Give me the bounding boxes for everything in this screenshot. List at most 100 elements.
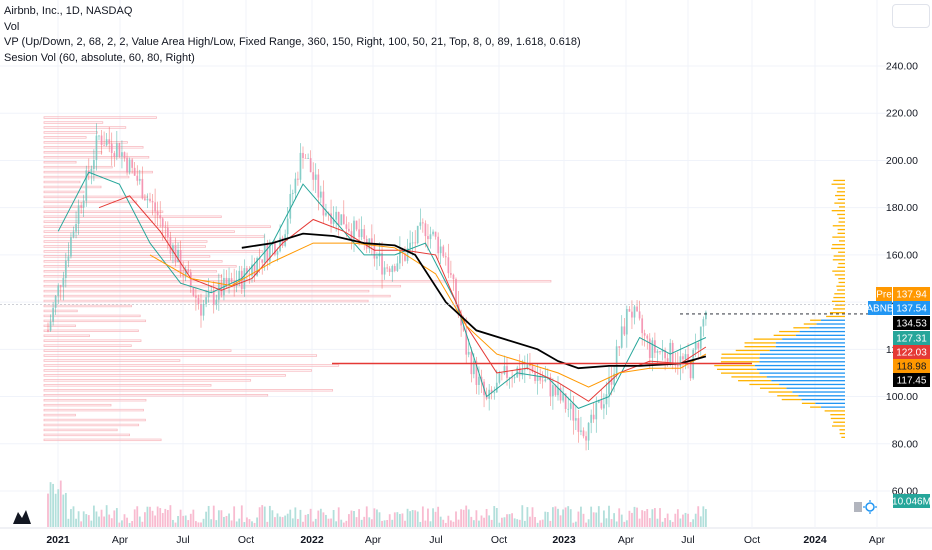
vp-right-bar-down: [716, 368, 757, 370]
volume-bar: [77, 511, 80, 527]
volume-bar: [212, 505, 215, 527]
vp-right-bar: [838, 281, 845, 284]
candle-body: [595, 402, 598, 420]
volume-bar: [467, 509, 470, 527]
volume-bar: [669, 520, 672, 527]
volume-bar: [628, 510, 631, 527]
volume-bar: [154, 515, 156, 527]
vp-right-bar: [769, 349, 845, 352]
candle-body: [513, 377, 516, 379]
volume-bar: [450, 520, 452, 527]
candle-body: [64, 260, 67, 279]
candle-body: [569, 403, 572, 409]
volume-bar: [274, 517, 276, 527]
volume-bar: [87, 515, 90, 527]
vp-left-bar: [43, 270, 217, 273]
vp-right-bar: [833, 255, 845, 257]
vp-right-bar: [826, 315, 845, 318]
vp-right-bar: [832, 244, 845, 246]
candle-body: [258, 257, 261, 260]
volume-bar: [297, 518, 299, 527]
vp-right-bar-down: [810, 319, 821, 321]
volume-bar: [401, 513, 404, 527]
volume-bar: [327, 518, 330, 527]
candle-body: [406, 248, 409, 261]
candle-body: [177, 249, 179, 262]
volume-bar: [574, 521, 577, 527]
y-tick-label: 200.00: [886, 155, 918, 167]
x-tick-label: Jul: [176, 534, 189, 546]
vp-right-bar: [832, 270, 845, 272]
ma-sma_200: [241, 232, 707, 370]
volume-bar: [595, 512, 598, 527]
candle-body: [419, 222, 422, 226]
volume-bar: [307, 514, 309, 527]
vp-left-bar: [43, 324, 76, 328]
y-tick-label: 80.00: [892, 438, 918, 450]
volume-bar: [330, 518, 332, 527]
volume-bar: [151, 510, 154, 527]
price-tag-value: 137.54: [896, 304, 927, 315]
vp-left-bar: [43, 279, 552, 283]
candle-body: [388, 268, 391, 273]
volume-bar: [577, 511, 580, 527]
candle-body: [238, 270, 241, 283]
y-axis[interactable]: 240.00220.00200.00180.00160.00140.00120.…: [886, 61, 918, 498]
candle-body: [151, 201, 154, 203]
ma-sma_long: [149, 242, 707, 388]
indicator-vp[interactable]: VP (Up/Down, 2, 68, 2, 2, Value Area Hig…: [4, 36, 581, 48]
indicator-vol[interactable]: Vol: [4, 20, 20, 33]
price-tag-value: 118.98: [897, 362, 927, 373]
vp-left-bar: [43, 136, 87, 139]
flag-icon[interactable]: [854, 502, 862, 512]
x-tick-label: Apr: [365, 534, 382, 546]
volume-bar: [225, 515, 228, 527]
y-tick-label: 220.00: [886, 108, 918, 120]
volume-bar: [325, 514, 327, 527]
vp-left-bar: [43, 319, 147, 323]
volume-bar: [319, 508, 322, 527]
volume-bar: [623, 521, 626, 527]
candle-body: [291, 193, 294, 195]
settings-icon[interactable]: [863, 500, 877, 514]
candle-body: [534, 371, 536, 381]
vp-right-bar: [831, 247, 845, 250]
menu-button[interactable]: [892, 4, 930, 28]
vp-left-bar: [43, 265, 237, 268]
volume-bar: [572, 522, 575, 527]
candle-body: [340, 214, 343, 226]
candle-body: [256, 257, 258, 276]
indicator-session-vol[interactable]: Sesion Vol (60, absolute, 60, 80, Right): [4, 51, 195, 64]
vp-right-bar-down: [721, 353, 760, 355]
grid: [0, 0, 932, 529]
candle-body: [705, 311, 707, 320]
candle-body: [567, 408, 570, 410]
candle-body: [702, 319, 705, 327]
candle-body: [391, 266, 394, 273]
vp-right-bar: [833, 308, 845, 310]
candle-body: [679, 356, 682, 367]
volume-bar: [488, 515, 491, 527]
candle-body: [330, 213, 332, 224]
vp-right-bar: [836, 191, 845, 193]
ma-sma_short: [57, 171, 707, 409]
volume-bar: [217, 510, 220, 527]
vp-right-bar: [841, 436, 845, 438]
candle-body: [501, 373, 503, 375]
volume-bar: [529, 516, 531, 527]
volume-bar: [483, 517, 485, 527]
volume-bar: [337, 507, 340, 527]
volume-bar: [694, 513, 697, 527]
volume-bar: [472, 520, 475, 527]
x-axis[interactable]: 2021 Apr Jul Oct 2022 Apr Jul Oct 2023 Apr Jul Oct 2…: [46, 534, 885, 546]
volume-bar: [253, 522, 256, 527]
candle-body: [424, 223, 427, 237]
candle-body: [200, 304, 202, 316]
volume-bar: [251, 521, 253, 527]
vp-right-bar: [839, 429, 845, 431]
volume-bar: [304, 514, 307, 527]
candle-body: [95, 135, 98, 160]
volume-bar: [608, 505, 610, 527]
candle-body: [447, 257, 450, 274]
